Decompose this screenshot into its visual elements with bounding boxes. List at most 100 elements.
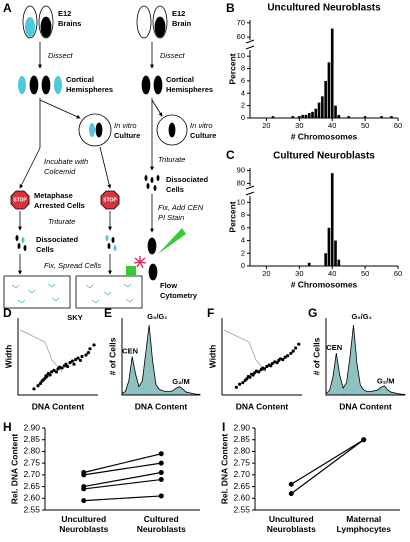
point xyxy=(251,373,255,377)
point xyxy=(294,346,298,350)
point xyxy=(234,385,238,389)
point xyxy=(88,347,92,351)
stop-sign: STOP xyxy=(13,197,27,203)
step-label: PI Stain xyxy=(158,213,184,222)
y-tick-label: 4 xyxy=(241,88,245,97)
step-label: Cells xyxy=(166,185,184,194)
bar xyxy=(321,96,324,118)
bar xyxy=(298,116,301,118)
bar xyxy=(363,116,367,118)
y-tick-label: 2.60 xyxy=(233,493,250,503)
y-tick-label: 10 xyxy=(237,197,245,206)
point xyxy=(64,362,68,366)
point xyxy=(158,477,164,483)
bar xyxy=(291,116,295,118)
step-label: Hemispheres xyxy=(166,85,213,94)
bar xyxy=(327,62,331,118)
point xyxy=(50,370,54,374)
peak-label: G₂/M xyxy=(377,376,395,385)
bar xyxy=(337,114,341,118)
step-label: Hemispheres xyxy=(66,85,113,94)
y-axis-title: Rel. DNA Content xyxy=(9,434,19,505)
y-tick-label: 2.65 xyxy=(233,481,250,491)
point xyxy=(286,354,290,358)
point xyxy=(283,355,287,359)
bar xyxy=(380,116,383,118)
point xyxy=(289,351,293,356)
step-label: Culture xyxy=(190,131,216,140)
point xyxy=(52,368,56,372)
axis xyxy=(17,318,98,396)
point xyxy=(288,491,294,497)
x-tick-label: Maternal Lymphocytes xyxy=(337,514,392,534)
y-tick-label: 2.90 xyxy=(23,422,40,432)
y-tick-label: 2.70 xyxy=(23,469,40,479)
step-label: Incubate with xyxy=(44,157,88,166)
point xyxy=(66,364,70,369)
panel-label: E xyxy=(104,306,112,320)
point xyxy=(158,451,164,457)
point xyxy=(238,382,242,386)
y-tick-label: 80 xyxy=(237,178,245,187)
step-label: Colcemid xyxy=(44,167,76,176)
step-label: Arrested Cells xyxy=(34,201,85,210)
x-tick-label: 60 xyxy=(394,121,402,130)
series-line xyxy=(83,471,162,488)
y-tick-label: 2.55 xyxy=(23,504,40,514)
x-tick-label: Cultured Neuroblasts xyxy=(137,514,186,534)
step-label: Fix, Add CEN xyxy=(158,203,204,212)
point xyxy=(68,361,72,365)
point xyxy=(72,362,76,366)
series-line xyxy=(290,439,365,495)
step-label: Cells xyxy=(36,245,54,254)
bar xyxy=(301,114,304,118)
series-line xyxy=(83,453,162,474)
step-label: Metaphase xyxy=(34,191,73,200)
step-label: Dissect xyxy=(48,51,74,60)
point xyxy=(74,357,78,362)
point xyxy=(32,387,36,391)
peak-label: G₀/G₁ xyxy=(351,312,371,321)
x-tick-label: Uncultured Neuroblasts xyxy=(267,514,316,534)
x-axis-title: # Chromosomes xyxy=(291,279,358,289)
bar xyxy=(307,113,311,118)
point xyxy=(361,437,367,443)
peak-label: G₀/G₁ xyxy=(147,312,167,321)
series-line xyxy=(290,439,365,485)
step-label: Triturate xyxy=(48,217,75,226)
x-axis-title: DNA Content xyxy=(135,401,188,411)
point xyxy=(92,343,96,347)
bar xyxy=(311,111,314,118)
y-tick-label: 2.65 xyxy=(23,481,40,491)
step-label: Culture xyxy=(114,131,140,140)
bar xyxy=(334,105,337,118)
point xyxy=(281,357,285,362)
y-tick-label: 2.55 xyxy=(233,504,250,514)
point xyxy=(48,373,52,377)
axis-break xyxy=(245,185,255,196)
bar xyxy=(271,116,275,118)
point xyxy=(254,369,258,373)
point xyxy=(54,370,59,374)
axis xyxy=(325,318,405,396)
point xyxy=(81,472,87,478)
y-tick-label: 0 xyxy=(241,261,245,270)
x-tick-label: 60 xyxy=(394,269,402,278)
x-tick-label: 20 xyxy=(262,269,270,278)
step-label: SKY xyxy=(67,313,82,322)
step-label: E12 xyxy=(172,9,185,18)
y-tick-label: 2.60 xyxy=(23,493,40,503)
y-tick-label: 2.75 xyxy=(233,457,250,467)
bar xyxy=(324,80,327,118)
x-tick-label: 50 xyxy=(361,269,369,278)
point xyxy=(60,366,64,370)
bar xyxy=(337,259,341,266)
step-label: In vitro xyxy=(190,121,213,130)
bar xyxy=(330,28,334,119)
y-tick-label: 4 xyxy=(241,236,245,245)
bar xyxy=(347,116,350,118)
point xyxy=(45,374,49,379)
y-tick-label: 6 xyxy=(241,223,245,232)
x-tick-label: 20 xyxy=(262,121,270,130)
